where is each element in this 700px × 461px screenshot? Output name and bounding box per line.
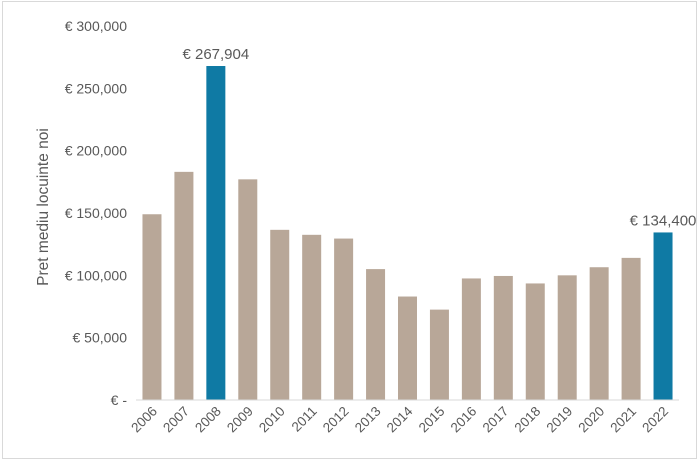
x-tick-label: 2009	[224, 404, 256, 436]
bar-2010	[270, 229, 290, 400]
bar-2019	[557, 275, 577, 400]
bar-2008	[206, 66, 226, 400]
x-tick-label: 2016	[448, 404, 480, 436]
x-tick-label: 2020	[575, 404, 607, 436]
x-tick-label: 2017	[480, 404, 512, 436]
bar-2013	[366, 269, 386, 400]
bar-2022	[653, 232, 673, 400]
x-axis-ticks: 2006 2007 2008 2009 2010 2011 2012 2013 2014 2015…	[128, 403, 671, 435]
bar-2006	[142, 214, 162, 400]
y-tick-label: € 50,000	[73, 330, 128, 346]
bar-2014	[398, 296, 417, 400]
x-tick-label: 2019	[543, 404, 575, 436]
x-tick-label: 2022	[639, 404, 671, 436]
y-tick-label: € 200,000	[65, 143, 127, 159]
x-tick-label: 2021	[607, 404, 639, 436]
data-labels: € 267,904 € 134,400	[182, 46, 696, 229]
y-tick-label: € 250,000	[65, 80, 127, 96]
x-tick-label: 2018	[512, 404, 544, 436]
x-tick-label: 2006	[128, 404, 160, 436]
x-tick-label: 2014	[384, 403, 416, 435]
bar-2012	[334, 238, 354, 400]
data-label-2008: € 267,904	[182, 46, 249, 63]
bar-2021	[621, 257, 641, 400]
y-axis-label: Pret mediu locuinte noi	[35, 128, 52, 286]
y-tick-label: € 100,000	[65, 267, 127, 283]
y-tick-label: € 300,000	[65, 18, 127, 34]
x-tick-label: 2012	[320, 404, 352, 436]
bars	[142, 66, 673, 400]
bar-2011	[302, 234, 322, 400]
bar-2018	[525, 283, 545, 400]
bar-2009	[238, 179, 258, 400]
x-tick-label: 2011	[289, 404, 320, 435]
x-tick-label: 2010	[256, 404, 288, 436]
y-tick-label: € -	[111, 392, 128, 408]
bar-2017	[493, 275, 513, 400]
x-tick-label: 2015	[416, 404, 448, 436]
y-tick-label: € 150,000	[65, 205, 127, 221]
x-tick-label: 2007	[160, 404, 192, 436]
y-axis-ticks: € - € 50,000 € 100,000 € 150,000 € 200,000 € …	[65, 18, 128, 408]
bar-2015	[429, 309, 449, 400]
bar-chart: € - € 50,000 € 100,000 € 150,000 € 200,000 € …	[35, 18, 696, 435]
bar-2007	[174, 171, 194, 400]
data-label-2022: € 134,400	[630, 212, 697, 229]
x-tick-label: 2013	[352, 404, 384, 436]
x-tick-label: 2008	[192, 404, 224, 436]
bar-2020	[589, 267, 609, 400]
bar-2016	[461, 278, 481, 400]
